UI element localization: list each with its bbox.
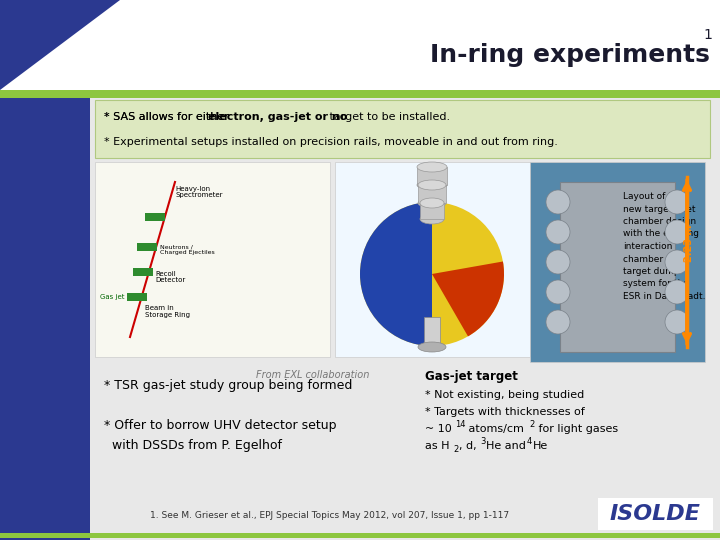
Bar <box>137 243 157 251</box>
Wedge shape <box>432 261 504 336</box>
Text: * Offer to borrow UHV detector setup: * Offer to borrow UHV detector setup <box>104 418 336 431</box>
Bar <box>133 268 153 276</box>
Bar <box>530 162 705 362</box>
Ellipse shape <box>418 180 446 190</box>
Polygon shape <box>0 0 120 90</box>
Circle shape <box>665 220 689 244</box>
Text: He and: He and <box>486 441 529 451</box>
Bar <box>335 162 530 357</box>
Text: 1. See M. Grieser et al., EPJ Special Topics May 2012, vol 207, Issue 1, pp 1-11: 1. See M. Grieser et al., EPJ Special To… <box>150 510 510 519</box>
Bar <box>0 0 720 90</box>
Text: * TSR gas-jet study group being formed: * TSR gas-jet study group being formed <box>104 379 352 392</box>
Text: * Experimental setups installed on precision rails, moveable in and out from rin: * Experimental setups installed on preci… <box>104 137 558 147</box>
Text: Recoil
Detector: Recoil Detector <box>155 271 185 284</box>
Text: Beam in
Storage Ring: Beam in Storage Ring <box>145 306 190 319</box>
Circle shape <box>546 310 570 334</box>
Text: ISOLDE: ISOLDE <box>610 504 701 524</box>
Bar <box>560 182 675 352</box>
Text: , d,: , d, <box>459 441 480 451</box>
Text: Heavy-Ion
Spectrometer: Heavy-Ion Spectrometer <box>175 186 222 199</box>
Ellipse shape <box>417 162 447 172</box>
Ellipse shape <box>417 180 447 190</box>
Text: electron, gas-jet or no: electron, gas-jet or no <box>208 112 348 122</box>
Circle shape <box>546 250 570 274</box>
Bar <box>0 90 720 98</box>
Ellipse shape <box>420 214 444 224</box>
Circle shape <box>665 280 689 304</box>
Bar <box>95 100 710 158</box>
Bar <box>127 293 147 301</box>
Text: for light gases: for light gases <box>535 424 618 434</box>
Text: as H: as H <box>425 441 449 451</box>
Bar <box>417 167 447 185</box>
Text: 3: 3 <box>480 437 485 446</box>
Bar <box>424 317 440 347</box>
Text: In-ring experiments: In-ring experiments <box>430 43 710 67</box>
Text: 2: 2 <box>453 445 458 454</box>
Text: 14: 14 <box>455 420 466 429</box>
Ellipse shape <box>418 342 446 352</box>
Ellipse shape <box>418 198 446 208</box>
Bar <box>420 203 444 219</box>
Wedge shape <box>360 202 432 346</box>
Circle shape <box>665 250 689 274</box>
Text: with DSSDs from P. Egelhof: with DSSDs from P. Egelhof <box>104 438 282 451</box>
Circle shape <box>665 310 689 334</box>
Text: target to be installed.: target to be installed. <box>325 112 450 122</box>
Bar <box>95 162 330 357</box>
Text: * SAS allows for either: * SAS allows for either <box>104 112 233 122</box>
Circle shape <box>360 202 504 346</box>
Text: Neutrons /
Charged Ejectiles: Neutrons / Charged Ejectiles <box>160 245 215 255</box>
Circle shape <box>546 280 570 304</box>
Text: atoms/cm: atoms/cm <box>465 424 524 434</box>
Bar <box>90 98 720 540</box>
Text: Gas jet: Gas jet <box>100 294 125 300</box>
Text: 2: 2 <box>529 420 534 429</box>
Bar <box>598 498 713 530</box>
Text: He: He <box>533 441 548 451</box>
Ellipse shape <box>420 198 444 208</box>
Text: 4: 4 <box>527 437 532 446</box>
Text: Gas-jet target: Gas-jet target <box>425 370 518 383</box>
Text: Layout of the
new target inlet
chamber design
with the existing
interaction
cham: Layout of the new target inlet chamber d… <box>623 192 706 301</box>
Text: * SAS allows for either: * SAS allows for either <box>104 112 233 122</box>
Bar <box>0 98 90 540</box>
Text: * Not existing, being studied: * Not existing, being studied <box>425 390 584 400</box>
Text: * Targets with thicknesses of: * Targets with thicknesses of <box>425 407 585 417</box>
Bar <box>418 185 446 203</box>
Text: 2.23 m: 2.23 m <box>684 225 694 262</box>
Bar <box>0 533 720 538</box>
Circle shape <box>546 220 570 244</box>
Bar <box>145 213 165 221</box>
Circle shape <box>546 190 570 214</box>
Circle shape <box>665 190 689 214</box>
Text: From EXL collaboration: From EXL collaboration <box>256 370 369 380</box>
Text: 1: 1 <box>703 28 712 42</box>
Text: ~ 10: ~ 10 <box>425 424 451 434</box>
